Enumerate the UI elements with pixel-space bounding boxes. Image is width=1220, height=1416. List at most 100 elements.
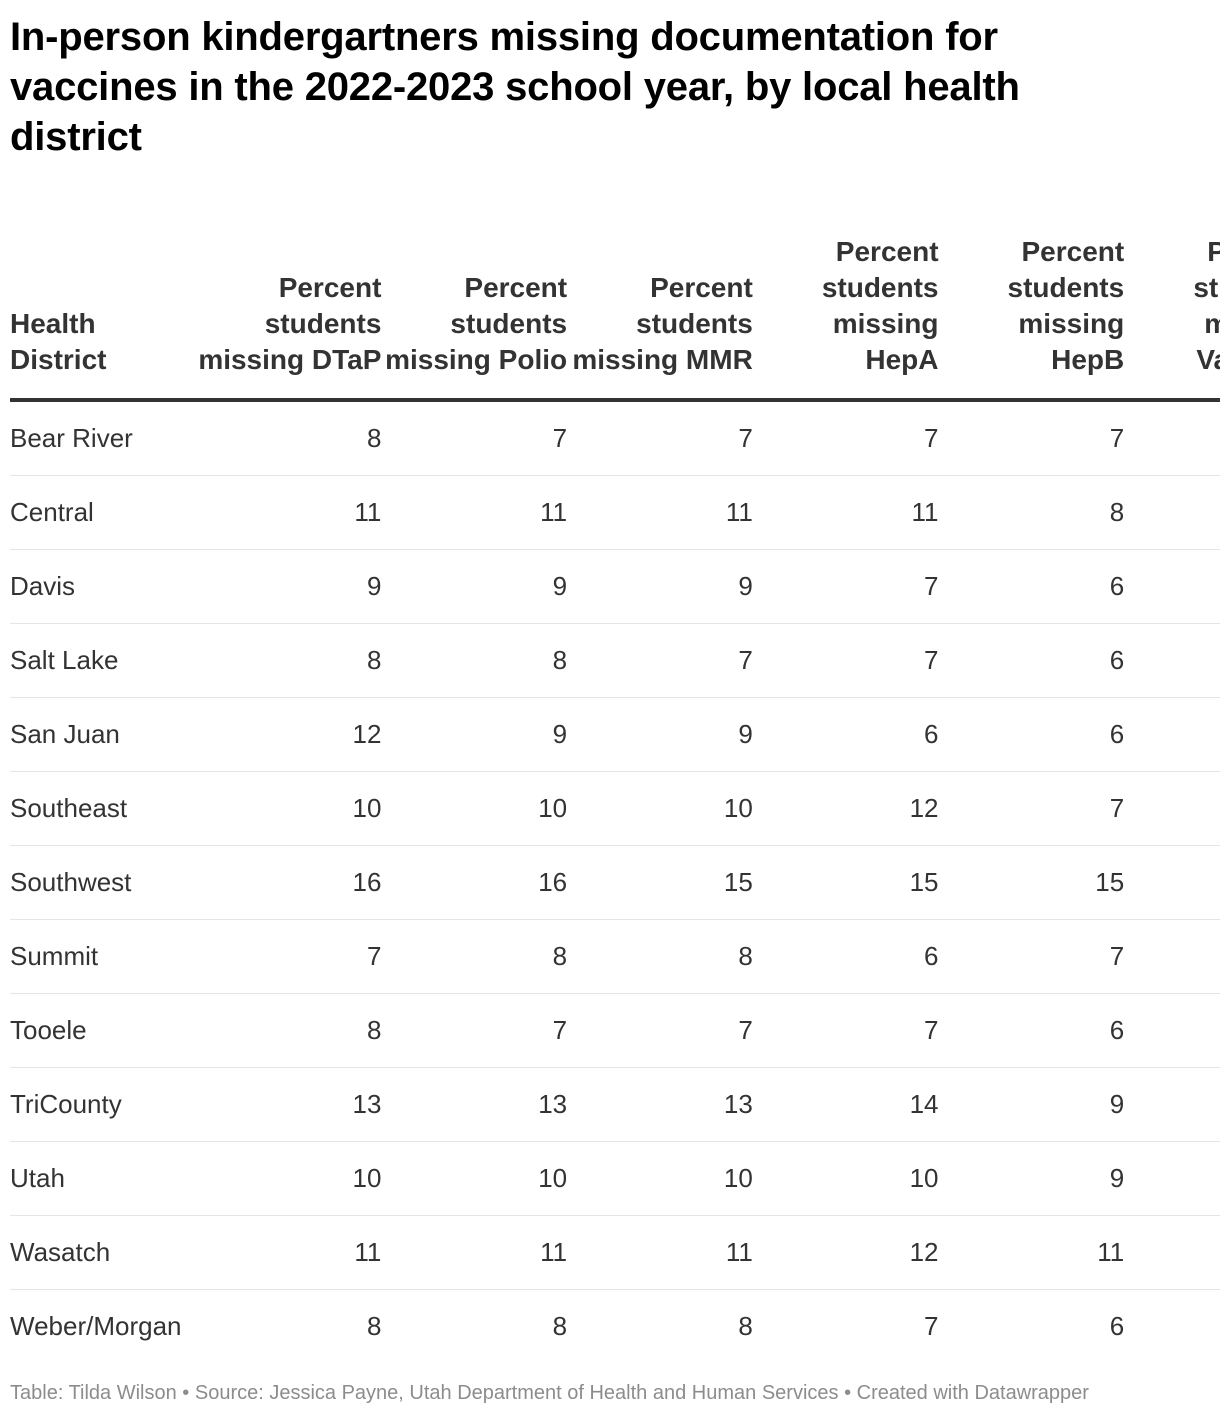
value-cell: 16 (195, 845, 382, 920)
value-cell: 10 (567, 771, 753, 846)
district-name-cell: Southwest (10, 845, 196, 920)
value-cell: 7 (752, 993, 939, 1068)
value-cell (1124, 697, 1220, 772)
value-cell: 6 (938, 623, 1125, 698)
value-cell: 15 (938, 845, 1125, 920)
value-cell: 12 (195, 697, 382, 772)
value-cell: 11 (752, 475, 939, 550)
value-cell: 11 (381, 475, 568, 550)
value-cell: 10 (752, 1141, 939, 1216)
value-cell: 8 (381, 623, 568, 698)
value-cell: 7 (752, 623, 939, 698)
value-cell (1124, 845, 1220, 920)
value-cell: 11 (195, 475, 382, 550)
table-row: Summit 7 8 8 6 7 (10, 919, 1220, 994)
district-name-cell: Salt Lake (10, 623, 196, 698)
district-name-cell: Bear River (10, 400, 196, 476)
value-cell: 8 (381, 919, 568, 994)
value-cell: 11 (567, 475, 753, 550)
footer-credits: Table: Tilda Wilson • Source: Jessica Pa… (10, 1382, 1089, 1404)
district-name-cell: San Juan (10, 697, 196, 772)
value-cell: 8 (195, 993, 382, 1068)
table-body: Bear River 8 7 7 7 7 Central 11 11 11 11 8 Davis 9 9 9 7… (10, 400, 1220, 1350)
table-row: Southeast 10 10 10 12 7 (10, 771, 1220, 846)
value-cell: 9 (567, 697, 753, 772)
value-cell: 10 (195, 1141, 382, 1216)
value-cell (1124, 549, 1220, 624)
district-name-cell: Central (10, 475, 196, 550)
value-cell: 13 (381, 1067, 568, 1142)
district-name-cell: Tooele (10, 993, 196, 1068)
table-row: Southwest 16 16 15 15 15 (10, 845, 1220, 920)
district-name-cell: Utah (10, 1141, 196, 1216)
value-cell: 9 (381, 549, 568, 624)
column-header-2[interactable]: Percent students missing Polio (381, 200, 568, 402)
data-table: Health District Percent students missing … (10, 200, 1220, 1350)
value-cell: 9 (938, 1067, 1125, 1142)
table-row: Central 11 11 11 11 8 (10, 475, 1220, 550)
value-cell: 6 (752, 697, 939, 772)
value-cell: 7 (567, 623, 753, 698)
value-cell: 7 (752, 400, 939, 476)
value-cell: 12 (752, 1215, 939, 1290)
value-cell: 9 (938, 1141, 1125, 1216)
table-row: Wasatch 11 11 11 12 11 (10, 1215, 1220, 1290)
value-cell: 15 (567, 845, 753, 920)
value-cell (1124, 400, 1220, 476)
value-cell: 11 (938, 1215, 1125, 1290)
table-row: Weber/Morgan 8 8 8 7 6 (10, 1290, 1220, 1351)
value-cell (1124, 919, 1220, 994)
value-cell (1124, 623, 1220, 698)
value-cell: 11 (567, 1215, 753, 1290)
value-cell: 10 (381, 771, 568, 846)
value-cell: 8 (552, 1311, 568, 1341)
value-cell: 7 (924, 1311, 939, 1341)
value-cell: 9 (567, 549, 753, 624)
data-table-container[interactable]: Health District Percent students missing … (10, 200, 1220, 1350)
value-cell: 8 (567, 919, 753, 994)
value-cell: 8 (938, 475, 1125, 550)
value-cell: 12 (752, 771, 939, 846)
district-name-cell: Southeast (10, 771, 196, 846)
value-cell: 14 (752, 1067, 939, 1142)
value-cell: 7 (567, 993, 753, 1068)
value-cell: 7 (195, 919, 382, 994)
value-cell (1124, 1141, 1220, 1216)
district-name-cell: TriCounty (10, 1067, 196, 1142)
value-cell (1124, 1067, 1220, 1142)
district-name-cell: Davis (10, 549, 196, 624)
value-cell: 10 (567, 1141, 753, 1216)
table-row: San Juan 12 9 9 6 6 (10, 697, 1220, 772)
value-cell: 8 (195, 623, 382, 698)
value-cell: 10 (195, 771, 382, 846)
column-header-1[interactable]: Percent students missing DTaP (195, 200, 382, 402)
table-row: Salt Lake 8 8 7 7 6 (10, 623, 1220, 698)
value-cell: 6 (938, 549, 1125, 624)
column-header-6[interactable]: Percent students missing Varicella (1124, 200, 1220, 402)
table-row: Davis 9 9 9 7 6 (10, 549, 1220, 624)
value-cell (1124, 1290, 1220, 1351)
table-row: TriCounty 13 13 13 14 9 (10, 1067, 1220, 1142)
column-header-4[interactable]: Percent students missing HepA (752, 200, 939, 402)
column-header-5[interactable]: Percent students missing HepB (938, 200, 1125, 402)
value-cell: 7 (938, 400, 1125, 476)
table-header-row: Health District Percent students missing … (10, 200, 1220, 402)
value-cell: 13 (567, 1067, 753, 1142)
value-cell: 6 (1109, 1311, 1125, 1341)
value-cell: 10 (381, 1141, 568, 1216)
value-cell: 6 (752, 919, 939, 994)
value-cell: 7 (381, 993, 568, 1068)
column-header-district[interactable]: Health District (10, 200, 196, 402)
value-cell: 8 (738, 1311, 753, 1341)
value-cell: 6 (938, 697, 1125, 772)
value-cell (1124, 1215, 1220, 1290)
value-cell: 6 (938, 993, 1125, 1068)
district-name-cell: Wasatch (10, 1215, 196, 1290)
column-header-3[interactable]: Percent students missing MMR (567, 200, 753, 402)
value-cell: 11 (195, 1215, 382, 1290)
value-cell: 11 (381, 1215, 568, 1290)
value-cell (1124, 475, 1220, 550)
district-name-cell: Weber/Morgan (10, 1311, 182, 1341)
value-cell: 15 (752, 845, 939, 920)
value-cell: 7 (938, 771, 1125, 846)
